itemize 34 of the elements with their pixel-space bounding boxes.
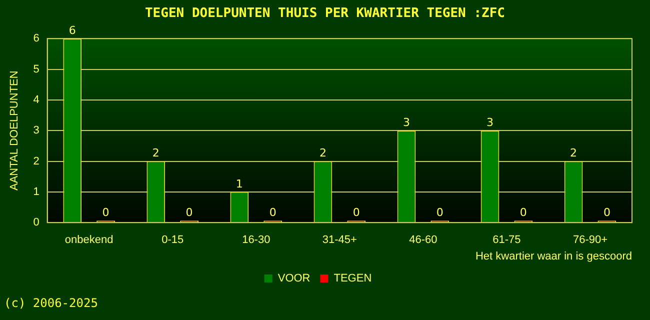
data-label: 0 xyxy=(186,206,193,219)
y-tick-label: 3 xyxy=(33,124,40,137)
data-label: 2 xyxy=(152,146,160,160)
chart-title: TEGEN DOELPUNTEN THUIS PER KWARTIER TEGEN :ZFC xyxy=(144,6,506,21)
x-tick-label: 0-15 xyxy=(162,234,184,246)
data-label: 0 xyxy=(603,206,610,219)
data-label: 0 xyxy=(352,206,360,219)
x-tick-label: 31-45+ xyxy=(322,234,357,246)
data-label: 0 xyxy=(520,206,527,219)
x-tick-label: 76-90+ xyxy=(572,234,608,246)
x-tick-label: 16-30 xyxy=(242,234,270,246)
text: (c) 2006-2025 xyxy=(4,296,98,310)
y-tick-label: 0 xyxy=(33,216,40,229)
legend-label: TEGEN xyxy=(334,272,372,285)
data-label: 3 xyxy=(402,116,410,129)
x-tick-label: 61-75 xyxy=(492,234,521,246)
data-label: 0 xyxy=(436,206,444,219)
data-label: 0 xyxy=(269,206,276,219)
data-label: 3 xyxy=(486,116,494,129)
legend-label: VOOR xyxy=(278,272,310,285)
x-tick-label: onbekend xyxy=(64,234,114,246)
data-label: 1 xyxy=(236,177,243,190)
data-label: 0 xyxy=(102,206,110,219)
data-label: 2 xyxy=(319,146,326,160)
x-tick-label: 46-60 xyxy=(409,234,438,246)
y-tick-label: 4 xyxy=(33,94,40,106)
y-axis-title: AANTAL DOELPUNTEN xyxy=(8,70,21,191)
x-axis-title: Het kwartier waar in is gescoord xyxy=(475,250,632,262)
data-label: 6 xyxy=(68,24,76,37)
data-label: 2 xyxy=(570,146,578,160)
y-tick-label: 2 xyxy=(33,155,40,168)
y-tick-label: 1 xyxy=(33,186,40,198)
y-tick-label: 5 xyxy=(33,63,40,76)
y-tick-label: 6 xyxy=(33,32,40,45)
